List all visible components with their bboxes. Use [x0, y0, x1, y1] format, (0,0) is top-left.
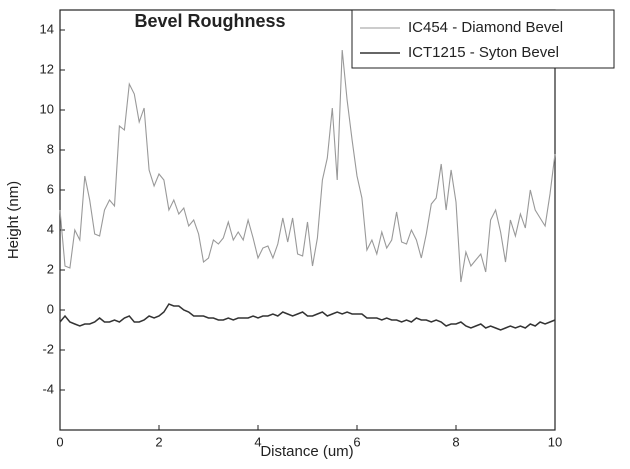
chart-title: Bevel Roughness [134, 11, 285, 31]
y-tick-label: 6 [47, 181, 54, 196]
x-tick-label: 6 [353, 434, 360, 449]
series-line [59, 303, 556, 331]
legend-label: IC454 - Diamond Bevel [408, 19, 563, 36]
y-tick-label: 12 [40, 61, 54, 76]
legend-label: ICT1215 - Syton Bevel [408, 44, 559, 61]
x-tick-label: 4 [254, 434, 261, 449]
y-tick-label: 14 [40, 21, 54, 36]
series-line [59, 49, 556, 283]
y-tick-label: 10 [40, 101, 54, 116]
y-tick-label: -2 [42, 341, 54, 356]
legend-box [351, 9, 615, 69]
x-tick-label: 0 [56, 434, 63, 449]
x-tick-label: 10 [548, 434, 562, 449]
y-tick-label: 2 [47, 261, 54, 276]
y-tick-label: 4 [47, 221, 54, 236]
y-tick-label: -4 [42, 381, 54, 396]
x-tick-label: 8 [452, 434, 459, 449]
y-tick-label: 0 [47, 301, 54, 316]
x-tick-label: 2 [155, 434, 162, 449]
plot-frame [59, 9, 556, 431]
x-axis-label: Distance (um) [260, 443, 353, 460]
y-tick-label: 8 [47, 141, 54, 156]
y-axis-label: Height (nm) [5, 181, 22, 259]
